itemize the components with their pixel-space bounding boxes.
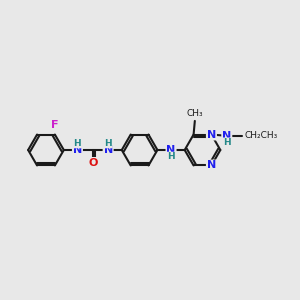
Text: N: N	[103, 145, 113, 155]
Text: N: N	[167, 145, 176, 155]
Text: N: N	[207, 130, 216, 140]
Text: N: N	[73, 145, 82, 155]
Text: H: H	[167, 152, 175, 161]
Text: CH₃: CH₃	[187, 109, 203, 118]
Text: F: F	[51, 120, 59, 130]
Text: H: H	[74, 139, 81, 148]
Text: N: N	[207, 160, 216, 170]
Text: H: H	[223, 138, 231, 147]
Text: H: H	[104, 139, 112, 148]
Text: O: O	[88, 158, 98, 168]
Text: N: N	[222, 131, 231, 141]
Text: CH₂CH₃: CH₂CH₃	[244, 131, 278, 140]
